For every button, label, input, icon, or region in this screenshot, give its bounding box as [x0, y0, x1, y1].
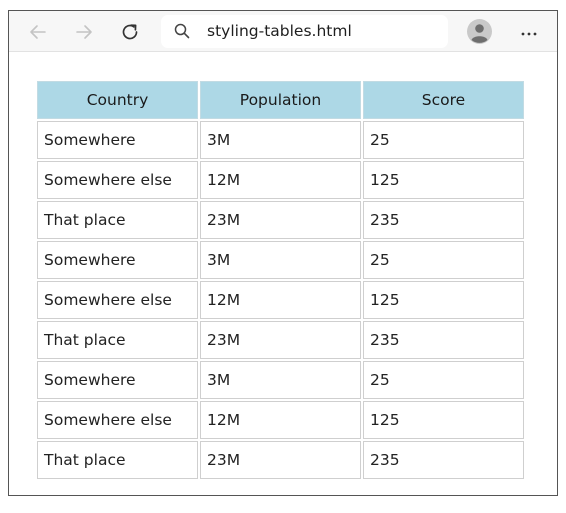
cell-score: 25 — [363, 241, 524, 279]
forward-button[interactable] — [70, 18, 98, 46]
table-row: That place 23M 235 — [37, 321, 524, 359]
cell-population: 3M — [200, 241, 361, 279]
cell-country: That place — [37, 201, 198, 239]
browser-window: styling-tables.html — [8, 10, 558, 496]
browser-toolbar: styling-tables.html — [9, 11, 557, 52]
cell-score: 235 — [363, 321, 524, 359]
table-row: Somewhere else 12M 125 — [37, 161, 524, 199]
cell-population: 12M — [200, 401, 361, 439]
column-header-score: Score — [363, 81, 524, 119]
page-content: Country Population Score Somewhere 3M 25… — [9, 53, 557, 495]
cell-population: 3M — [200, 361, 361, 399]
cell-country: Somewhere — [37, 361, 198, 399]
more-dots-icon — [520, 22, 538, 41]
cell-score: 25 — [363, 121, 524, 159]
table-row: That place 23M 235 — [37, 201, 524, 239]
cell-score: 235 — [363, 201, 524, 239]
cell-score: 125 — [363, 281, 524, 319]
cell-score: 25 — [363, 361, 524, 399]
arrow-right-icon — [74, 22, 94, 42]
cell-country: Somewhere else — [37, 161, 198, 199]
column-header-population: Population — [200, 81, 361, 119]
cell-country: Somewhere else — [37, 281, 198, 319]
profile-avatar-icon — [467, 19, 492, 48]
table-row: Somewhere 3M 25 — [37, 361, 524, 399]
cell-country: That place — [37, 321, 198, 359]
cell-country: Somewhere — [37, 241, 198, 279]
arrow-left-icon — [28, 22, 48, 42]
table-row: That place 23M 235 — [37, 441, 524, 479]
cell-population: 23M — [200, 201, 361, 239]
cell-population: 12M — [200, 281, 361, 319]
column-header-country: Country — [37, 81, 198, 119]
cell-score: 125 — [363, 401, 524, 439]
cell-population: 23M — [200, 441, 361, 479]
cell-score: 125 — [363, 161, 524, 199]
table-row: Somewhere 3M 25 — [37, 241, 524, 279]
cell-population: 3M — [200, 121, 361, 159]
search-icon — [173, 22, 191, 44]
reload-button[interactable] — [116, 18, 144, 46]
address-bar[interactable]: styling-tables.html — [161, 15, 448, 48]
address-url: styling-tables.html — [207, 22, 352, 40]
reload-icon — [120, 22, 140, 42]
table-row: Somewhere else 12M 125 — [37, 281, 524, 319]
cell-country: Somewhere else — [37, 401, 198, 439]
table-row: Somewhere else 12M 125 — [37, 401, 524, 439]
cell-score: 235 — [363, 441, 524, 479]
cell-country: Somewhere — [37, 121, 198, 159]
table-row: Somewhere 3M 25 — [37, 121, 524, 159]
more-menu-button[interactable] — [514, 20, 544, 42]
cell-population: 12M — [200, 161, 361, 199]
cell-population: 23M — [200, 321, 361, 359]
cell-country: That place — [37, 441, 198, 479]
profile-button[interactable] — [467, 19, 492, 44]
data-table: Country Population Score Somewhere 3M 25… — [35, 79, 526, 481]
table-header-row: Country Population Score — [37, 81, 524, 119]
back-button[interactable] — [24, 18, 52, 46]
